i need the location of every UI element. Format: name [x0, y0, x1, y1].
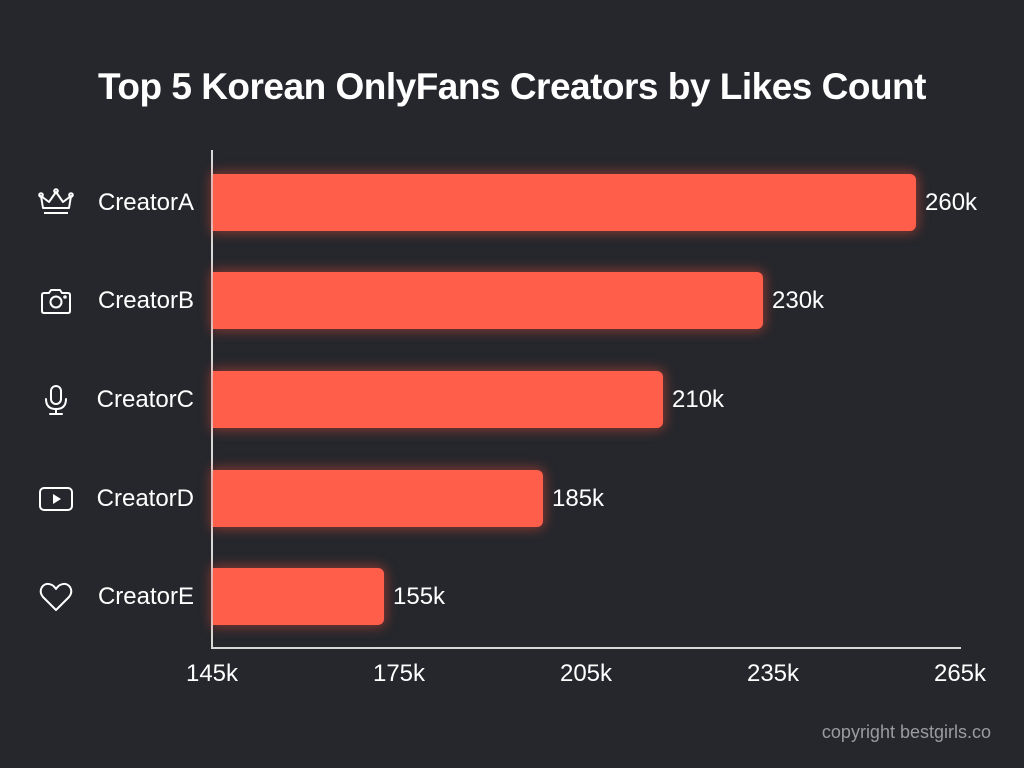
bar-value-label: 185k — [552, 485, 605, 512]
bar-creator-e — [213, 568, 384, 625]
chart-title: Top 5 Korean OnlyFans Creators by Likes … — [98, 66, 926, 107]
category-label: CreatorA — [97, 189, 194, 216]
copyright-footer: copyright bestgirls.co — [821, 722, 991, 742]
bar-value-label: 210k — [672, 386, 725, 413]
category-label: CreatorD — [96, 485, 194, 512]
bar-value-label: 260k — [925, 189, 978, 216]
x-tick-label: 175k — [372, 660, 426, 687]
play-video-icon — [38, 470, 74, 527]
category-label: CreatorB — [97, 287, 194, 314]
x-tick-label: 265k — [933, 660, 987, 687]
camera-icon — [38, 272, 74, 329]
microphone-icon — [38, 371, 74, 428]
category-label: CreatorC — [96, 386, 194, 413]
bar-value-label: 155k — [393, 583, 446, 610]
bar-creator-c — [213, 371, 663, 428]
y-axis-line — [211, 150, 213, 649]
x-tick-label: 235k — [746, 660, 800, 687]
bar-creator-b — [213, 272, 763, 329]
category-label: CreatorE — [97, 583, 194, 610]
x-axis-line — [211, 647, 961, 649]
x-tick-label: 145k — [185, 660, 239, 687]
bar-value-label: 230k — [772, 287, 825, 314]
bar-creator-a — [213, 174, 916, 231]
x-tick-label: 205k — [559, 660, 613, 687]
heart-icon — [38, 568, 74, 625]
bar-creator-d — [213, 470, 543, 527]
crown-icon — [38, 174, 74, 231]
